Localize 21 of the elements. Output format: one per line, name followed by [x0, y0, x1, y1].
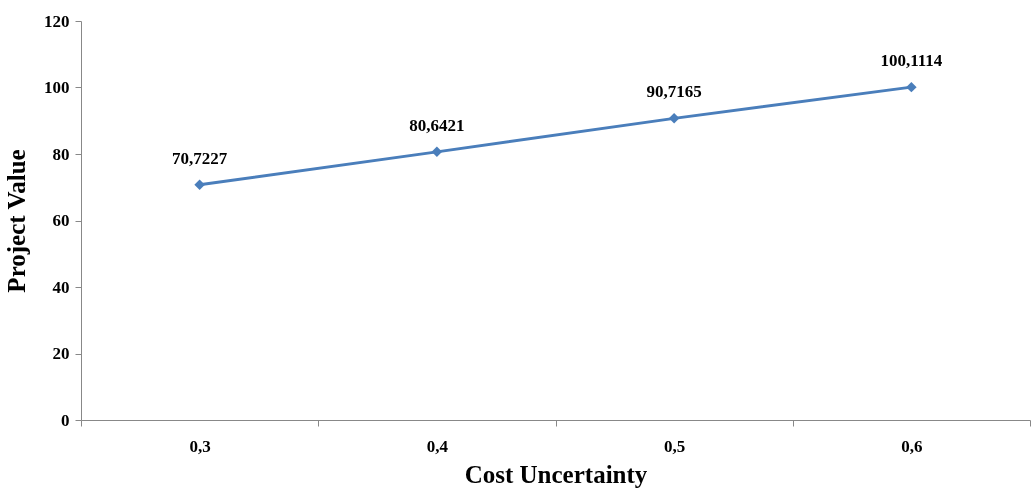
y-tick-label: 100: [44, 78, 70, 97]
point: [194, 179, 205, 191]
y-tick-label: 20: [52, 344, 70, 363]
data-label: 70,7227: [172, 148, 228, 168]
x-tick-label: 0,3: [189, 436, 211, 456]
point: [668, 113, 680, 124]
x-tick-label: 0,5: [664, 436, 686, 456]
y-tick-label: 40: [52, 277, 70, 297]
x-tick-label: 0,4: [426, 436, 449, 456]
point: [431, 146, 443, 158]
data-label: 100,1114: [880, 51, 943, 71]
y-axis-title: Project Value: [3, 149, 30, 293]
x-axis-title: Cost Uncertainty: [464, 460, 648, 488]
y-tick-label: 80: [52, 144, 70, 164]
data-label: 80,6421: [409, 115, 465, 135]
point: [906, 81, 917, 93]
y-tick-label: 120: [44, 11, 70, 31]
y-tick-label: 0: [61, 410, 70, 430]
data-label: 90,7165: [646, 82, 702, 102]
x-tick-label: 0,6: [901, 436, 923, 456]
y-tick-label: 60: [52, 211, 70, 230]
